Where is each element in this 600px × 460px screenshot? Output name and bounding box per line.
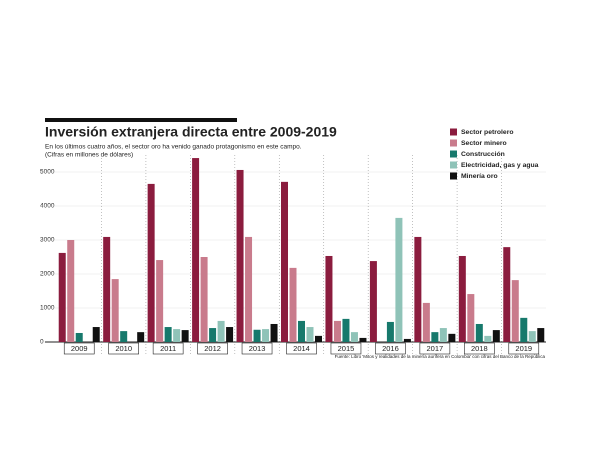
- bar: [270, 323, 278, 342]
- bar: [403, 338, 411, 342]
- bar: [192, 158, 200, 342]
- x-tick-label: 2017: [427, 344, 444, 353]
- x-tick-label: 2009: [71, 344, 88, 353]
- legend-swatch: [450, 150, 457, 158]
- bar: [492, 330, 500, 342]
- legend-label: Sector petrolero: [461, 129, 514, 136]
- bar: [333, 320, 341, 342]
- legend-label: Minería oro: [461, 173, 498, 180]
- bar: [325, 255, 333, 342]
- x-tick-box: [330, 342, 362, 355]
- chart-subtitle: En los últimos cuatro años, el sector or…: [45, 144, 302, 151]
- title-rule: [45, 118, 237, 122]
- bar: [58, 252, 66, 342]
- legend-swatch: [450, 139, 457, 147]
- x-tick-label: 2015: [338, 344, 355, 353]
- bar: [503, 247, 511, 342]
- bar: [467, 294, 475, 342]
- bar: [431, 332, 439, 342]
- x-tick-label: 2011: [160, 344, 176, 353]
- bar: [342, 318, 350, 342]
- bar: [350, 332, 358, 342]
- x-tick-label: 2019: [515, 344, 532, 353]
- x-tick-box: [375, 342, 406, 355]
- bar: [137, 332, 145, 342]
- x-tick-box: [419, 342, 451, 355]
- bar: [156, 260, 164, 342]
- bar: [92, 327, 100, 342]
- bar: [103, 236, 111, 342]
- bar: [181, 330, 189, 342]
- chart-title: Inversión extranjera directa entre 2009-…: [45, 124, 337, 140]
- bar: [520, 317, 528, 342]
- bar: [414, 236, 422, 342]
- bar: [226, 327, 234, 342]
- bar: [439, 328, 447, 342]
- bar: [306, 327, 314, 342]
- bar: [359, 337, 367, 342]
- bar: [111, 279, 119, 342]
- x-tick-box: [508, 342, 540, 355]
- bar: [315, 335, 322, 342]
- x-tick-label: 2018: [471, 344, 488, 353]
- bar: [253, 329, 261, 342]
- x-tick-label: 2013: [249, 344, 266, 353]
- bar: [448, 333, 456, 342]
- bar: [422, 302, 430, 342]
- legend-label: Electricidad, gas y agua: [461, 162, 539, 169]
- bar: [369, 261, 377, 342]
- bar: [298, 320, 305, 342]
- bar: [289, 267, 297, 342]
- bar: [120, 331, 128, 342]
- x-tick-box: [152, 342, 184, 355]
- legend-swatch: [450, 128, 457, 136]
- bar: [511, 280, 519, 342]
- bar: [475, 323, 483, 342]
- x-tick-box: [464, 342, 495, 355]
- bar: [236, 169, 244, 342]
- bar: [458, 255, 466, 342]
- bar: [200, 257, 208, 342]
- bar: [164, 327, 172, 342]
- bar: [75, 332, 83, 342]
- x-tick-box: [241, 342, 273, 355]
- legend-label: Sector minero: [461, 140, 507, 147]
- x-tick-box: [108, 342, 139, 355]
- bar: [281, 181, 288, 342]
- x-tick-box: [197, 342, 228, 355]
- bar: [217, 320, 225, 342]
- x-tick-box: [63, 342, 95, 355]
- bar: [262, 329, 270, 342]
- x-tick-label: 2016: [382, 344, 399, 353]
- chart-source: Fuente: Libro 'Mitos y realidades de la …: [335, 354, 546, 359]
- bar: [537, 328, 545, 342]
- bar: [245, 236, 253, 342]
- bar: [395, 217, 403, 342]
- bar: [173, 329, 181, 342]
- x-tick-box: [286, 342, 317, 355]
- bar: [386, 321, 394, 342]
- x-tick-label: 2014: [293, 344, 310, 353]
- chart-note: (Cifras en millones de dólares): [45, 152, 133, 159]
- x-tick-label: 2012: [204, 344, 221, 353]
- bar: [528, 331, 536, 342]
- bar: [209, 328, 217, 342]
- x-tick-label: 2010: [115, 344, 132, 353]
- legend-label: Construcción: [461, 151, 505, 158]
- legend-swatch: [450, 172, 457, 180]
- bar: [484, 335, 492, 342]
- legend-swatch: [450, 161, 457, 169]
- bar: [67, 240, 75, 342]
- bar: [147, 183, 155, 342]
